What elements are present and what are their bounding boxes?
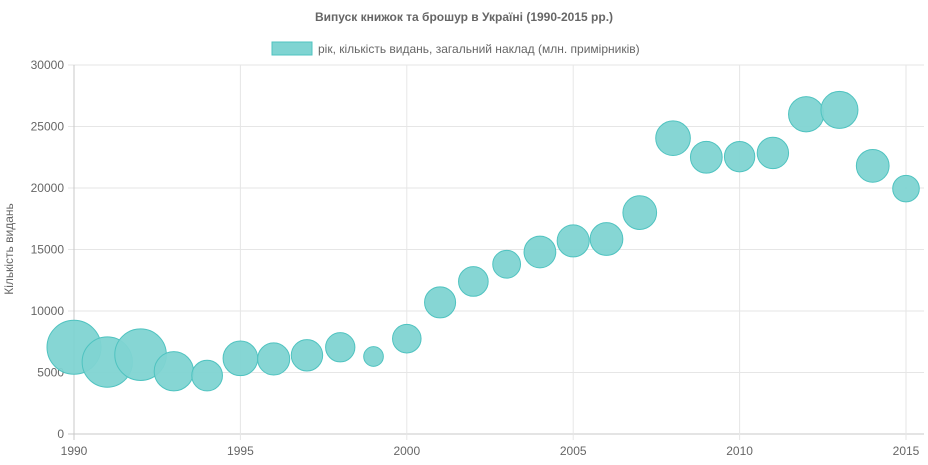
x-tick-label: 2010: [726, 444, 753, 458]
legend-swatch[interactable]: [271, 41, 313, 56]
bubble-2006[interactable]: [589, 222, 624, 256]
legend[interactable]: рік, кількість видань, загальний наклад …: [271, 41, 640, 56]
chart-title: Випуск книжок та брошур в Україні (1990-…: [315, 10, 613, 24]
bubble-2005[interactable]: [556, 224, 590, 258]
bubble-1996[interactable]: [257, 342, 291, 376]
bubble-2010[interactable]: [723, 140, 756, 173]
bubble-2004[interactable]: [523, 235, 557, 269]
bubble-2015[interactable]: [892, 174, 920, 203]
y-tick-label: 10000: [31, 304, 65, 318]
bubble-2014[interactable]: [855, 148, 890, 183]
y-tick-label: 20000: [31, 181, 65, 195]
y-axis-label: Кількість видань: [2, 203, 16, 295]
bubble-2002[interactable]: [458, 266, 489, 297]
bubble-1998[interactable]: [325, 332, 356, 363]
bubble-2003[interactable]: [492, 249, 522, 279]
x-tick-label: 1990: [61, 444, 88, 458]
bubble-2008[interactable]: [655, 120, 691, 157]
y-tick-label: 0: [57, 427, 64, 441]
x-tick-label: 2000: [393, 444, 420, 458]
y-tick-label: 30000: [31, 58, 65, 72]
bubble-2001[interactable]: [424, 286, 457, 319]
bubble-2007[interactable]: [622, 195, 658, 230]
x-tick-label: 2015: [893, 444, 920, 458]
bubble-2009[interactable]: [689, 140, 723, 174]
bubble-2013[interactable]: [820, 90, 859, 129]
x-tick-label: 1995: [227, 444, 254, 458]
bubble-2000[interactable]: [392, 323, 422, 354]
bubble-2012[interactable]: [788, 96, 825, 133]
bubbles: [46, 90, 920, 392]
bubble-1995[interactable]: [222, 340, 259, 377]
y-tick-label: 15000: [31, 243, 65, 257]
bubble-2011[interactable]: [756, 136, 790, 170]
legend-label[interactable]: рік, кількість видань, загальний наклад …: [318, 42, 640, 56]
bubble-1993[interactable]: [153, 351, 194, 392]
x-tick-label: 2005: [560, 444, 587, 458]
bubble-1997[interactable]: [290, 339, 324, 372]
bubble-1999[interactable]: [363, 346, 384, 367]
y-tick-label: 25000: [31, 120, 65, 134]
bubble-1994[interactable]: [191, 359, 223, 392]
